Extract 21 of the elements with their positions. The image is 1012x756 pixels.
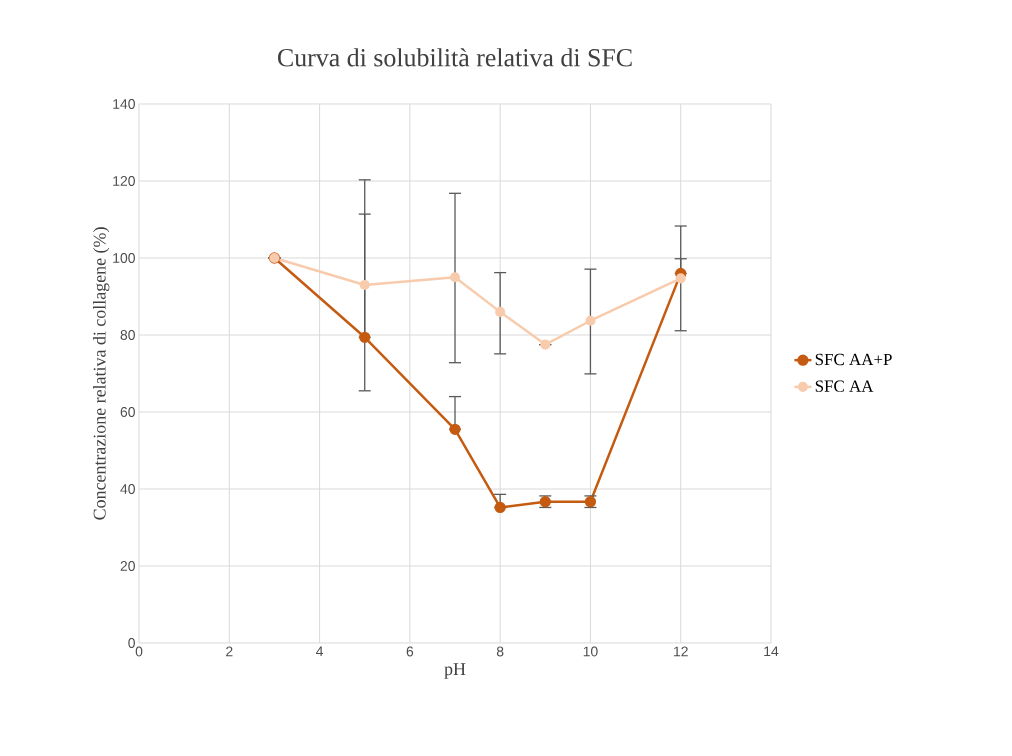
x-tick-label: 14 — [764, 646, 779, 657]
y-tick-label: 120 — [113, 176, 135, 186]
x-tick-label: 12 — [674, 646, 688, 657]
x-axis-title: pH — [444, 663, 466, 679]
chart-title: Curva di solubilità relativa di SFC — [278, 48, 632, 67]
x-tick-label: 8 — [496, 646, 504, 657]
x-tick-label: 2 — [226, 646, 233, 657]
legend-label: SFC AA+P — [815, 353, 892, 366]
y-tick-label: 100 — [113, 253, 135, 263]
y-axis-title: Concentrazione relativa di collagene (%) — [93, 227, 110, 520]
y-tick-label: 140 — [113, 99, 135, 109]
x-tick-label: 0 — [135, 646, 143, 657]
legend-label: SFC AA — [815, 380, 874, 392]
y-tick-label: 40 — [120, 484, 135, 494]
x-tick-label: 10 — [583, 646, 598, 657]
x-tick-label: 6 — [406, 646, 414, 657]
x-tick-label: 4 — [316, 646, 324, 657]
y-tick-label: 20 — [120, 561, 135, 571]
y-tick-label: 0 — [128, 638, 135, 648]
y-tick-label: 80 — [120, 330, 135, 340]
y-tick-label: 60 — [120, 407, 135, 417]
